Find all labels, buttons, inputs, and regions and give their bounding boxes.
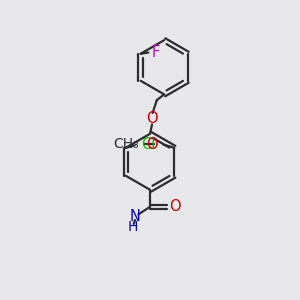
Text: O: O (169, 199, 181, 214)
Text: H: H (128, 220, 138, 234)
Text: O: O (146, 111, 158, 126)
Text: CH₃: CH₃ (113, 137, 139, 151)
Text: Cl: Cl (141, 137, 155, 152)
Text: F: F (152, 45, 160, 60)
Text: O: O (146, 137, 158, 152)
Text: N: N (129, 209, 140, 224)
